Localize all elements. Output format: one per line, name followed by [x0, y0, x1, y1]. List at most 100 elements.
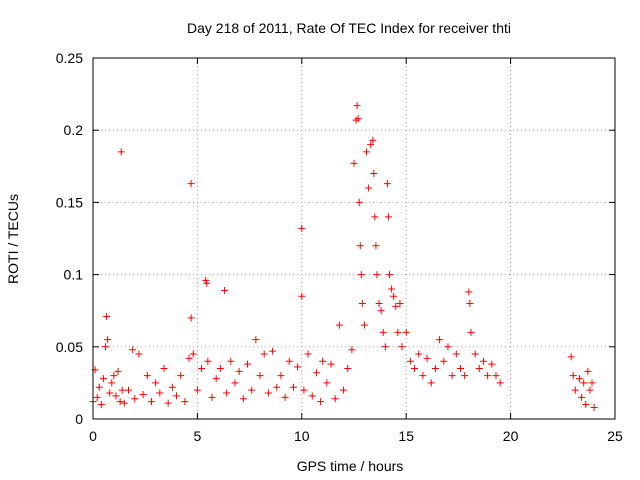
data-point — [390, 292, 398, 300]
data-point — [139, 390, 147, 398]
data-point — [187, 314, 195, 322]
data-point — [317, 398, 325, 406]
y-tick-label: 0.05 — [56, 339, 83, 355]
data-point — [398, 343, 406, 351]
data-point — [95, 383, 103, 391]
data-point — [231, 379, 239, 387]
data-point — [102, 343, 110, 351]
data-point — [203, 279, 211, 287]
data-point — [370, 170, 378, 178]
data-point — [173, 392, 181, 400]
data-point — [356, 242, 364, 250]
data-point — [152, 379, 160, 387]
data-point — [385, 271, 393, 279]
data-point — [312, 369, 320, 377]
data-point — [298, 292, 306, 300]
data-point — [189, 350, 197, 358]
data-point — [223, 389, 231, 397]
data-point — [227, 357, 235, 365]
data-point — [117, 148, 125, 156]
data-point — [331, 395, 339, 403]
data-point — [384, 213, 392, 221]
data-point — [467, 328, 475, 336]
data-point — [377, 307, 385, 315]
data-point — [456, 364, 464, 372]
data-point — [431, 364, 439, 372]
data-point — [396, 299, 404, 307]
data-point — [221, 286, 229, 294]
data-point — [304, 350, 312, 358]
y-tick-label: 0.25 — [56, 50, 83, 66]
data-point — [448, 372, 456, 380]
data-point — [277, 372, 285, 380]
data-point — [392, 302, 400, 310]
data-point — [415, 350, 423, 358]
data-point — [156, 389, 164, 397]
data-point — [264, 389, 272, 397]
data-point — [584, 367, 592, 375]
data-point — [323, 379, 331, 387]
data-point — [344, 364, 352, 372]
data-point — [198, 364, 206, 372]
axis-ticks — [92, 57, 616, 420]
data-point — [108, 379, 116, 387]
y-tick-label: 0.15 — [56, 194, 83, 210]
data-point — [383, 180, 391, 188]
data-point — [355, 198, 363, 206]
data-point — [375, 299, 383, 307]
grid-layer — [93, 58, 615, 419]
y-tick-label: 0.1 — [64, 267, 84, 283]
x-axis-label: GPS time / hours — [297, 458, 404, 474]
data-point — [294, 363, 302, 371]
data-point — [406, 357, 414, 365]
data-point — [327, 360, 335, 368]
y-tick-labels: 0 0.05 0.1 0.15 0.2 0.25 — [56, 50, 83, 427]
data-point — [168, 383, 176, 391]
data-point — [466, 299, 474, 307]
data-point — [358, 299, 366, 307]
data-point — [452, 350, 460, 358]
data-point — [578, 393, 586, 401]
data-point — [479, 357, 487, 365]
data-point — [379, 328, 387, 336]
data-point — [281, 393, 289, 401]
data-point — [235, 367, 243, 375]
data-point — [576, 375, 584, 383]
data-point — [586, 386, 594, 394]
data-point — [256, 372, 264, 380]
data-point — [135, 350, 143, 358]
data-point — [588, 379, 596, 387]
data-point — [367, 141, 375, 149]
data-point — [357, 271, 365, 279]
data-point — [353, 102, 361, 110]
data-point — [248, 386, 256, 394]
x-tick-label: 10 — [294, 428, 310, 444]
data-point — [106, 389, 114, 397]
data-point — [335, 321, 343, 329]
data-point — [164, 399, 172, 407]
data-points — [89, 102, 598, 411]
data-point — [440, 357, 448, 365]
data-point — [363, 148, 371, 156]
data-point — [160, 364, 168, 372]
data-point — [394, 328, 402, 336]
data-point — [129, 346, 137, 354]
data-point — [319, 357, 327, 365]
data-point — [419, 372, 427, 380]
x-tick-label: 15 — [398, 428, 414, 444]
data-point — [193, 386, 201, 394]
data-point — [569, 372, 577, 380]
data-point — [289, 383, 297, 391]
data-point — [496, 379, 504, 387]
data-point — [348, 346, 356, 354]
data-point — [372, 242, 380, 250]
data-point — [239, 395, 247, 403]
data-point — [104, 336, 112, 344]
data-point — [269, 347, 277, 355]
data-point — [298, 224, 306, 232]
data-point — [580, 379, 588, 387]
data-point — [388, 285, 396, 293]
data-point — [373, 271, 381, 279]
data-point — [436, 336, 444, 344]
